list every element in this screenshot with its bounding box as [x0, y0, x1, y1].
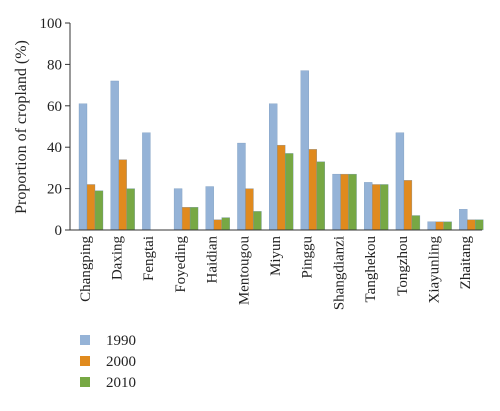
bar-2000-shangdianzi	[340, 173, 349, 231]
axes	[69, 23, 482, 231]
bar-2000-miyun	[277, 144, 286, 231]
bar-2000-changping	[86, 184, 96, 231]
bar-1990-haidian	[205, 186, 214, 231]
bar-2000-haidian	[213, 219, 222, 231]
bar-1990-shangdianzi	[332, 173, 341, 231]
legend-swatch-2000	[80, 356, 90, 366]
bar-2000-tongzhou	[403, 180, 413, 231]
legend-label-2000: 2000	[106, 354, 136, 370]
legend-swatch-1990	[80, 335, 90, 345]
category-label-zhaitang: Zhaitang	[458, 236, 474, 290]
bar-1990-miyun	[269, 103, 278, 231]
bar-2000-tanghekou	[372, 184, 381, 231]
category-label-haidian: Haidian	[205, 236, 221, 284]
category-label-tanghekou: Tanghekou	[363, 236, 379, 303]
bar-2010-xiayunling	[443, 221, 452, 231]
category-label-tongzhou: Tongzhou	[395, 236, 411, 296]
bar-2000-xiayunling	[435, 221, 444, 231]
bar-2010-miyun	[285, 153, 294, 231]
legend-label-2010: 2010	[106, 375, 136, 391]
y-tick-label: 0	[55, 223, 63, 239]
bar-1990-mentougou	[237, 142, 246, 231]
bar-2010-zhaitang	[475, 219, 484, 231]
category-label-xiayunling: Xiayunling	[426, 236, 442, 304]
y-tick-label: 80	[47, 57, 62, 73]
category-labels: Changping Daxing Fengtai Foyeding Haidian Men…	[78, 236, 474, 311]
legend-label-1990: 1990	[106, 333, 136, 349]
y-tick-label: 20	[47, 182, 62, 198]
category-label-foyeding: Foyeding	[173, 236, 189, 293]
bar-1990-fengtai	[142, 132, 151, 231]
bar-2010-daxing	[126, 188, 135, 231]
category-label-fengtai: Fengtai	[141, 236, 157, 281]
bar-2000-daxing	[118, 159, 127, 231]
bar-2010-tongzhou	[411, 215, 421, 231]
category-label-mentougou: Mentougou	[236, 236, 252, 306]
y-tick-label: 60	[47, 99, 62, 115]
legend-swatch-2010	[80, 377, 90, 387]
bar-1990-tongzhou	[395, 132, 405, 231]
bar-2010-foyeding	[189, 207, 199, 231]
bar-1990-tanghekou	[364, 182, 373, 231]
y-axis-ticks: 0 20 40 60 80 100	[40, 16, 70, 239]
category-label-daxing: Daxing	[110, 236, 126, 281]
bars	[78, 70, 484, 231]
bar-2010-tanghekou	[380, 184, 389, 231]
y-tick-label: 40	[47, 140, 62, 156]
category-label-miyun: Miyun	[268, 236, 284, 277]
bar-2010-mentougou	[253, 211, 262, 231]
bar-2000-zhaitang	[467, 219, 476, 231]
y-axis-title: Proportion of cropland (%)	[13, 40, 30, 214]
bar-2000-foyeding	[181, 207, 191, 231]
bar-1990-foyeding	[173, 188, 183, 231]
category-label-shangdianzi: Shangdianzi	[331, 236, 347, 310]
category-label-pinggu: Pinggu	[300, 236, 316, 279]
bar-2000-pinggu	[308, 149, 317, 231]
bar-2010-haidian	[221, 217, 230, 231]
bar-1990-zhaitang	[459, 209, 468, 231]
category-label-changping: Changping	[78, 236, 94, 302]
bar-1990-daxing	[110, 80, 119, 231]
bar-1990-changping	[78, 103, 88, 231]
bar-2010-pinggu	[316, 161, 325, 231]
bar-2010-shangdianzi	[348, 173, 357, 231]
bar-2010-changping	[94, 190, 104, 231]
bar-1990-pinggu	[300, 70, 309, 231]
bar-1990-xiayunling	[427, 221, 436, 231]
legend: 1990 2000 2010	[80, 333, 136, 391]
y-tick-label: 100	[40, 16, 63, 32]
bar-2000-mentougou	[245, 188, 254, 231]
